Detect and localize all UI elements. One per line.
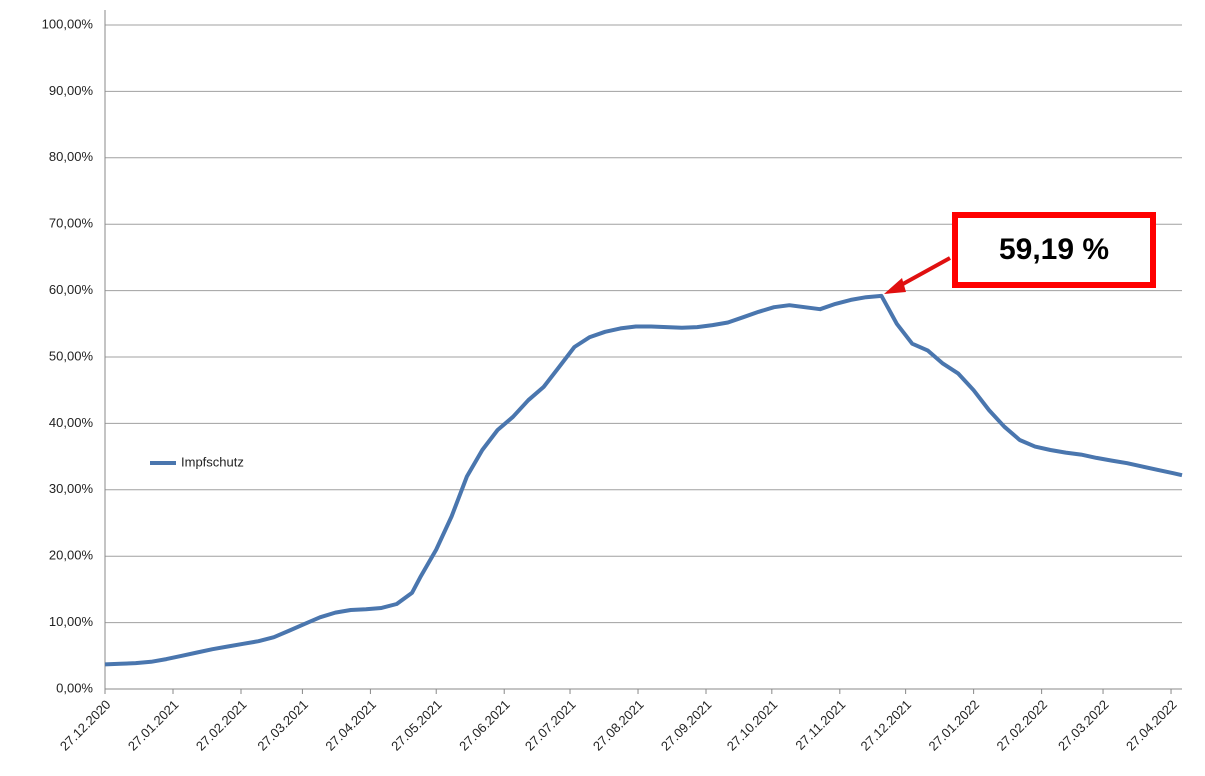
annotation-arrowhead	[884, 278, 906, 294]
x-tick-label: 27.03.2021	[254, 697, 311, 754]
x-tick-label: 27.01.2021	[125, 697, 182, 754]
line	[104, 293, 1183, 667]
x-tick-label: 27.08.2021	[590, 697, 647, 754]
x-tick-label: 27.06.2021	[456, 697, 513, 754]
x-tick-label: 27.09.2021	[658, 697, 715, 754]
legend-label: Impfschutz	[181, 454, 244, 469]
y-tick-label: 80,00%	[49, 149, 94, 164]
y-tick-label: 50,00%	[49, 348, 94, 363]
x-tick-label: 27.03.2022	[1055, 697, 1112, 754]
y-tick-label: 30,00%	[49, 481, 94, 496]
x-tick-label: 27.12.2020	[57, 697, 114, 754]
x-tick-label: 27.12.2021	[858, 697, 915, 754]
y-tick-label: 40,00%	[49, 415, 94, 430]
annotation-box	[952, 212, 1156, 288]
x-tick-label: 27.05.2021	[388, 697, 445, 754]
x-tick-label: 27.04.2021	[322, 697, 379, 754]
y-tick-label: 0,00%	[56, 680, 93, 695]
x-tick-label: 27.04.2022	[1123, 697, 1180, 754]
x-tick-label: 27.10.2021	[724, 697, 781, 754]
y-tick-label: 60,00%	[49, 282, 94, 297]
x-tick-label: 27.07.2021	[522, 697, 579, 754]
y-tick-label: 10,00%	[49, 614, 94, 629]
annotation: 59,19 %	[999, 233, 1109, 266]
x-tick-label: 27.11.2021	[792, 697, 848, 753]
x-tick-label: 27.02.2021	[193, 697, 250, 754]
y-tick-label: 20,00%	[49, 548, 94, 563]
y-tick-label: 70,00%	[49, 216, 94, 231]
y-tick-label: 100,00%	[42, 16, 94, 31]
y-tick-label: 90,00%	[49, 83, 94, 98]
x-tick-label: 27.02.2022	[994, 697, 1051, 754]
x-tick-label: 27.01.2022	[926, 697, 983, 754]
